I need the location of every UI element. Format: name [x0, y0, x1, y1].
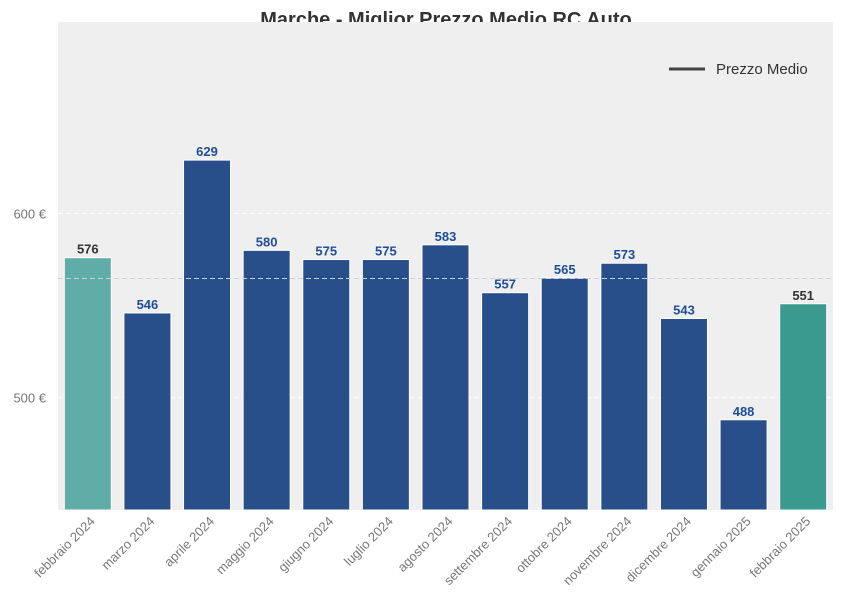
x-tick-label: luglio 2024 — [341, 514, 396, 569]
x-tick-label: giugno 2024 — [275, 514, 336, 575]
legend: Prezzo Medio — [669, 61, 808, 78]
bar — [540, 277, 589, 511]
legend-label: Prezzo Medio — [716, 61, 808, 78]
bar — [183, 159, 232, 511]
data-label: 575 — [375, 244, 397, 259]
bar — [659, 317, 708, 511]
data-label: 488 — [733, 404, 755, 419]
x-tick-label: ottobre 2024 — [513, 514, 575, 576]
bar — [63, 257, 112, 511]
bar — [302, 259, 351, 511]
data-label: 565 — [554, 262, 576, 277]
data-label: 629 — [196, 144, 218, 159]
data-label: 573 — [613, 247, 635, 262]
x-tick-label: febbraio 2024 — [31, 514, 98, 581]
x-tick-label: febbraio 2025 — [746, 514, 813, 581]
data-label: 580 — [256, 234, 278, 249]
data-label: 557 — [494, 277, 516, 292]
y-tick-label: 500 € — [13, 391, 46, 406]
x-tick-label: marzo 2024 — [98, 514, 157, 573]
data-label: 543 — [673, 302, 695, 317]
bar — [600, 262, 649, 511]
bar — [481, 292, 530, 511]
x-tick-label: aprile 2024 — [161, 514, 217, 570]
data-label: 583 — [435, 229, 457, 244]
bar — [421, 244, 470, 511]
bar — [242, 249, 291, 511]
data-label: 546 — [137, 297, 159, 312]
data-label: 551 — [792, 288, 814, 303]
data-label: 576 — [77, 242, 99, 257]
bar — [361, 259, 410, 511]
x-tick-label: agosto 2024 — [394, 514, 455, 575]
y-tick-label: 600 € — [13, 207, 46, 222]
bar — [719, 419, 768, 511]
bar — [123, 312, 172, 511]
x-tick-label: maggio 2024 — [213, 514, 277, 578]
bar — [779, 303, 828, 511]
x-tick-label: gennaio 2025 — [687, 514, 753, 580]
data-label: 575 — [315, 244, 337, 259]
